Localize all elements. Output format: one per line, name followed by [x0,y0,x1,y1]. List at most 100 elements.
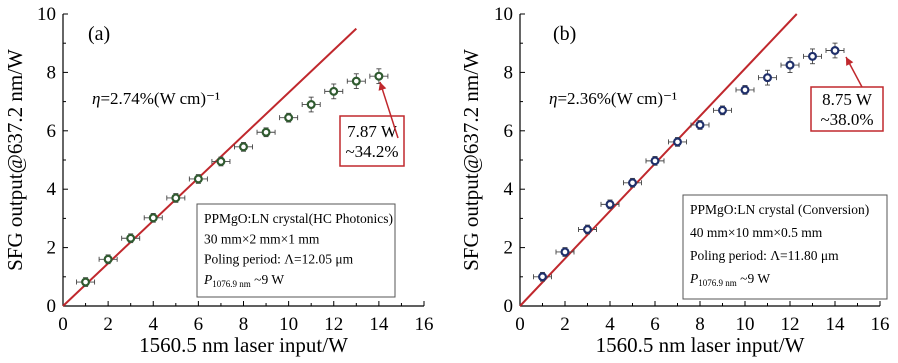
data-point [807,51,817,61]
data-point [306,100,316,110]
data-point [239,142,249,152]
poling-period: Poling period: Λ=12.05 μm [204,252,354,267]
data-point [126,233,136,243]
data-point-group [758,69,777,86]
data-point-group [98,254,118,265]
x-tick-label: 2 [103,314,113,335]
data-point-group [623,177,642,188]
x-tick-label: 14 [826,314,846,335]
data-point-group [324,83,344,100]
y-tick-label: 6 [504,121,514,142]
data-point [740,85,750,95]
data-point [103,254,113,264]
data-point-group [76,277,96,287]
data-point-group [645,156,665,166]
callout-arrow-head [378,82,387,91]
data-point [216,156,226,166]
max-output-value: 8.75 W [822,90,873,109]
panel-label: (b) [553,23,576,45]
x-tick-label: 2 [560,314,570,335]
y-tick-label: 8 [47,62,57,83]
data-point-group [369,68,389,85]
data-point-group [600,199,620,210]
data-point [171,193,181,203]
y-tick-label: 2 [504,238,514,259]
y-tick-label: 10 [494,4,513,25]
y-tick-label: 8 [504,62,514,83]
pump-power: P1076.9 nm ~9 W [689,271,770,288]
data-point-group [690,120,710,130]
x-tick-label: 6 [194,314,204,335]
x-tick-label: 12 [324,314,343,335]
x-tick-label: 12 [781,314,800,335]
x-tick-label: 4 [605,314,615,335]
data-point-group [256,127,276,138]
data-point-group [143,212,163,223]
data-point-group [166,193,186,203]
data-point [650,156,660,166]
max-output-callout-box [810,86,884,132]
x-axis-title: 1560.5 nm laser input/W [596,333,805,357]
y-tick-label: 0 [47,296,57,317]
data-point [193,174,203,184]
data-point-group [121,233,141,244]
data-point [81,277,91,287]
data-point-group [825,42,845,59]
data-point-group [735,85,755,95]
efficiency-label: η=2.74%(W cm)⁻¹ [92,89,220,108]
data-point-group [234,142,253,152]
crystal-dimensions: 30 mm×2 mm×1 mm [204,231,320,246]
x-tick-label: 14 [369,314,389,335]
max-output-value: 7.87 W [347,122,398,141]
data-point [762,73,772,83]
callout-arrow-line [379,81,399,139]
y-tick-label: 4 [47,179,57,200]
data-point [329,86,339,96]
crystal-dimensions: 40 mm×10 mm×0.5 mm [690,225,823,240]
data-point-group [803,48,822,65]
poling-period: Poling period: Λ=11.80 μm [690,248,839,263]
crystal-name: PPMgO:LN crystal (Conversion) [690,202,869,217]
y-axis-title: SFG output@637.2 nm/W [3,49,27,271]
data-point-group [346,73,366,89]
pump-power: P1076.9 nm ~9 W [203,272,284,289]
data-point-group [555,247,575,257]
x-axis-title: 1560.5 nm laser input/W [139,333,348,357]
x-tick-label: 16 [415,314,434,335]
y-tick-label: 4 [504,179,514,200]
data-point [605,199,615,209]
max-efficiency-value: ~34.2% [345,142,398,161]
data-point-group [533,271,552,282]
data-point-group [211,156,231,167]
data-point [351,76,361,86]
data-point [261,127,271,137]
data-point-group [279,112,299,123]
efficiency-label: η=2.36%(W cm)⁻¹ [549,89,677,108]
data-point [374,71,384,81]
max-output-callout-box [339,115,405,167]
x-tick-label: 0 [515,314,525,335]
data-point [537,272,547,282]
crystal-info-box [682,194,888,300]
data-point [717,105,727,115]
crystal-name: PPMgO:LN crystal(HC Photonics) [204,211,393,226]
x-tick-label: 10 [736,314,755,335]
data-point [627,178,637,188]
x-tick-label: 10 [279,314,298,335]
crystal-info-box [196,203,396,298]
x-tick-label: 0 [58,314,68,335]
data-point-group [188,174,208,184]
y-tick-label: 2 [47,238,57,259]
y-tick-label: 10 [37,4,56,25]
x-tick-label: 8 [239,314,249,335]
data-point-group [578,224,597,235]
x-tick-label: 16 [871,314,890,335]
y-tick-label: 6 [47,121,57,142]
data-point [695,120,705,130]
x-tick-label: 6 [650,314,660,335]
x-tick-label: 8 [695,314,705,335]
x-tick-label: 4 [149,314,159,335]
data-point [785,60,795,70]
